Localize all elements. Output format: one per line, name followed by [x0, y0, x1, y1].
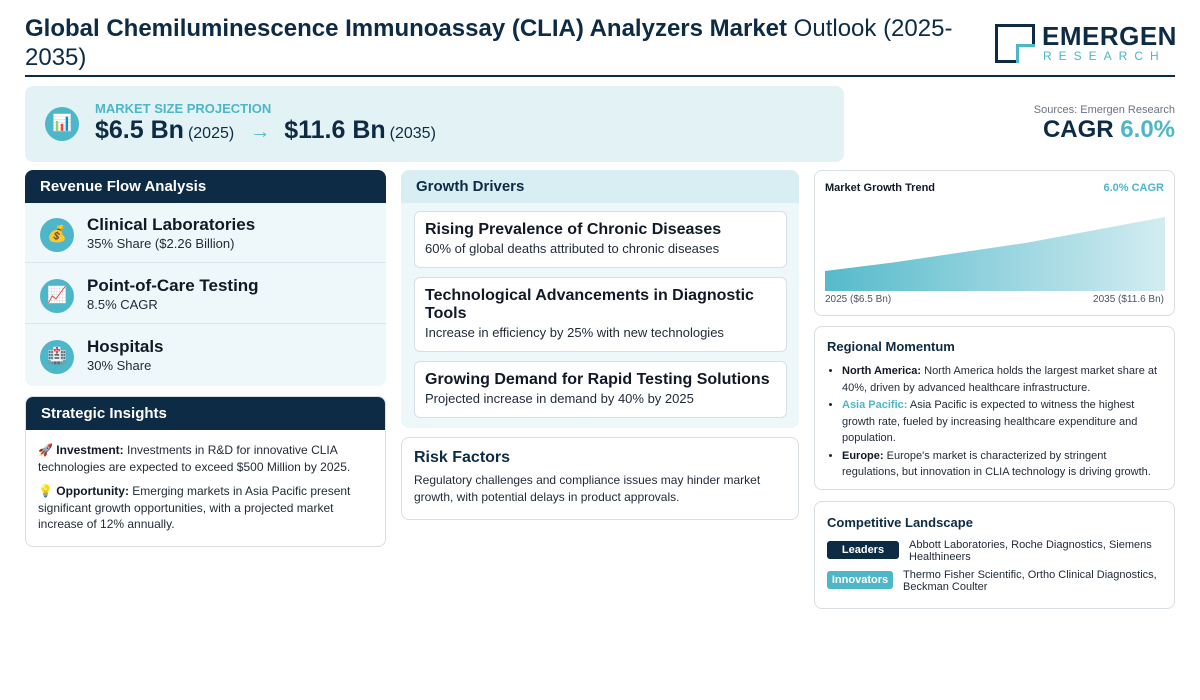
innovators-list: Thermo Fisher Scientific, Ortho Clinical… — [903, 569, 1157, 593]
start-year: (2025) — [187, 125, 235, 142]
opportunity-text: Emerging markets in Asia Pacific present… — [38, 484, 351, 531]
risk-factors-title: Risk Factors — [414, 449, 511, 466]
driver-title: Growing Demand for Rapid Testing Solutio… — [425, 371, 770, 388]
growth-driver: Technological Advancements in Diagnostic… — [414, 277, 787, 352]
cagr-summary: CAGR 6.0% — [1043, 116, 1175, 144]
growth-driver: Growing Demand for Rapid Testing Solutio… — [414, 361, 787, 418]
revenue-item-title: Hospitals — [87, 337, 164, 356]
region-item: North America: North America holds the l… — [842, 363, 1162, 396]
region-text: North America holds the largest market s… — [842, 365, 1158, 394]
innovators-badge: Innovators — [827, 571, 893, 589]
light-bulb-icon: 💡 — [38, 484, 53, 498]
competitive-landscape-card: Competitive Landscape Leaders Abbott Lab… — [814, 501, 1175, 609]
regional-momentum-title: Regional Momentum — [827, 339, 955, 354]
driver-sub: Increase in efficiency by 25% with new t… — [425, 325, 724, 340]
trend-start-label: 2025 ($6.5 Bn) — [825, 294, 892, 305]
market-growth-trend-card: Market Growth Trend 6.0% CAGR 2025 ($6.5… — [814, 170, 1175, 316]
title-rest: Outlook (2025-2035) — [25, 15, 953, 71]
money-bag-icon: 💰 — [40, 218, 74, 252]
bar-chart-icon: 📊 — [45, 107, 79, 141]
region-name: Asia Pacific: — [842, 399, 908, 411]
driver-title: Rising Prevalence of Chronic Diseases — [425, 221, 722, 238]
investment-label: Investment: — [56, 443, 124, 457]
regional-momentum-card: Regional Momentum North America: North A… — [814, 326, 1175, 490]
revenue-item: 🏥 Hospitals 30% Share — [25, 325, 386, 385]
opportunity-label: Opportunity: — [56, 484, 129, 498]
end-year: (2035) — [389, 125, 436, 142]
revenue-item-sub: 35% Share ($2.26 Billion) — [87, 236, 235, 251]
cagr-label: CAGR — [1042, 116, 1114, 143]
strategic-insights-body: 🚀 Investment: Investments in R&D for inn… — [26, 430, 385, 546]
rocket-icon: 🚀 — [38, 443, 53, 457]
region-item: Asia Pacific: Asia Pacific is expected t… — [842, 397, 1162, 447]
cagr-value: 6.0% — [1120, 116, 1175, 143]
revenue-item-title: Clinical Laboratories — [87, 215, 256, 234]
growth-driver: Rising Prevalence of Chronic Diseases 60… — [414, 211, 787, 268]
logo-sub-text: RESEARCH — [1043, 49, 1166, 63]
revenue-item-sub: 8.5% CAGR — [87, 297, 158, 312]
driver-title: Technological Advancements in Diagnostic… — [425, 287, 754, 322]
trend-end-label: 2035 ($11.6 Bn) — [1093, 294, 1164, 305]
revenue-item: 💰 Clinical Laboratories 35% Share ($2.26… — [25, 203, 386, 263]
growth-drivers-card: Growth Drivers Rising Prevalence of Chro… — [401, 170, 799, 428]
region-name: North America: — [842, 365, 922, 377]
driver-sub: Projected increase in demand by 40% by 2… — [425, 391, 694, 406]
trend-title: Market Growth Trend — [825, 182, 936, 194]
leaders-badge: Leaders — [827, 541, 899, 559]
leaders-list: Abbott Laboratories, Roche Diagnostics, … — [909, 539, 1152, 563]
logo-main-text: EMERGEN — [1042, 21, 1177, 51]
trend-chart — [825, 217, 1165, 291]
revenue-item-title: Point-of-Care Testing — [87, 276, 259, 295]
emergen-logo: EMERGEN RESEARCH — [995, 22, 1176, 64]
region-text: Europe's market is characterized by stri… — [842, 449, 1151, 479]
market-size-projection: 📊 MARKET SIZE PROJECTION $6.5 Bn (2025) → $… — [25, 86, 844, 162]
risk-factors-body: Regulatory challenges and compliance iss… — [414, 473, 761, 504]
revenue-item-sub: 30% Share — [87, 358, 152, 373]
projection-values: $6.5 Bn (2025) → $11.6 Bn (2035) — [95, 116, 436, 145]
revenue-item: 📈 Point-of-Care Testing 8.5% CAGR — [25, 264, 386, 324]
start-value: $6.5 Bn — [95, 116, 184, 144]
trend-area — [825, 217, 1165, 291]
region-item: Europe: Europe's market is characterized… — [842, 448, 1162, 481]
region-text: Asia Pacific is expected to witness the … — [842, 399, 1138, 444]
investment-text: Investments in R&D for innovative CLIA t… — [38, 443, 351, 474]
competitive-landscape-title: Competitive Landscape — [827, 515, 973, 530]
logo-mark-icon — [995, 24, 1035, 63]
growth-drivers-title: Growth Drivers — [401, 170, 799, 203]
trend-up-icon: 📈 — [40, 279, 74, 313]
trend-cagr: 6.0% CAGR — [1103, 182, 1164, 194]
page-header: Global Chemiluminescence Immunoassay (CL… — [25, 14, 1176, 77]
revenue-flow-card: Revenue Flow Analysis 💰 Clinical Laborat… — [25, 170, 386, 386]
strategic-insights-title: Strategic Insights — [26, 397, 385, 430]
page-title: Global Chemiluminescence Immunoassay (CL… — [25, 14, 965, 72]
arrow-right-icon: → — [250, 121, 271, 143]
strategic-insights-card: Strategic Insights 🚀 Investment: Investm… — [25, 396, 386, 547]
revenue-flow-title: Revenue Flow Analysis — [25, 170, 386, 203]
projection-label: MARKET SIZE PROJECTION — [95, 101, 272, 116]
investment-insight: 🚀 Investment: Investments in R&D for inn… — [38, 442, 373, 475]
risk-factors-card: Risk Factors Regulatory challenges and c… — [401, 437, 799, 520]
opportunity-insight: 💡 Opportunity: Emerging markets in Asia … — [38, 483, 373, 533]
end-value: $11.6 Bn — [284, 116, 386, 144]
sources-text: Sources: Emergen Research — [1033, 104, 1175, 116]
regional-list: North America: North America holds the l… — [827, 363, 1162, 481]
hospital-icon: 🏥 — [40, 340, 74, 374]
driver-sub: 60% of global deaths attributed to chron… — [425, 241, 720, 256]
title-bold: Global Chemiluminescence Immunoassay (CL… — [25, 15, 788, 42]
region-name: Europe: — [842, 449, 884, 462]
